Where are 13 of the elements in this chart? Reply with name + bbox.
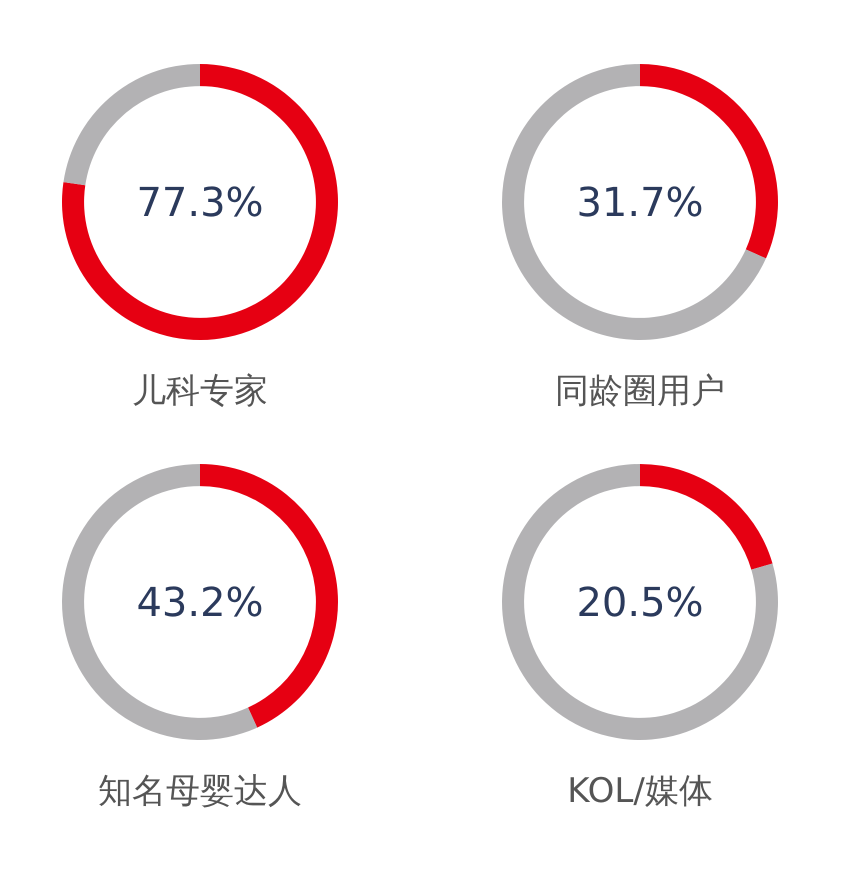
text: 儿科专家 — [132, 371, 268, 411]
donut-slice — [502, 64, 766, 340]
text: 20.5% — [576, 580, 704, 626]
text: 同龄圈用户 — [555, 371, 725, 411]
text: 43.2% — [136, 580, 264, 626]
text: 知名母婴达人 — [98, 771, 302, 811]
donut-slice — [62, 64, 338, 340]
donut-slice — [640, 464, 773, 570]
text: KOL/媒体 — [567, 771, 713, 811]
text: 77.3% — [136, 180, 264, 226]
donut-slice — [502, 464, 778, 740]
text: 31.7% — [576, 180, 704, 226]
donut-slice — [63, 64, 200, 186]
